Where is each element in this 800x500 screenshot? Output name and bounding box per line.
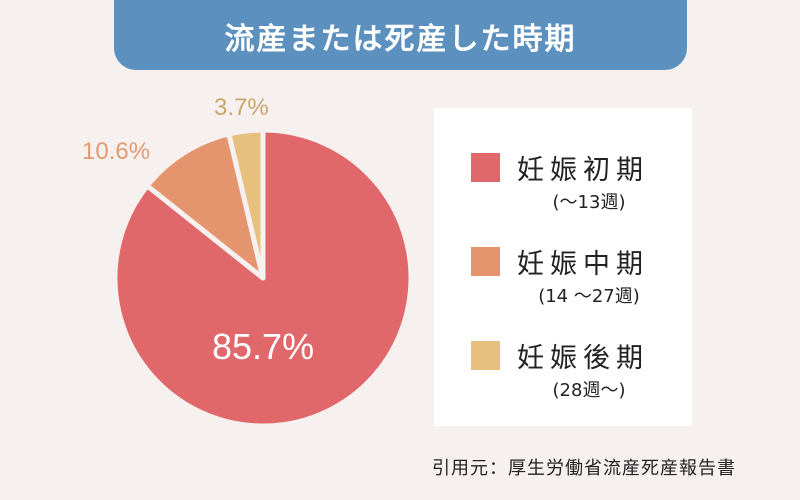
legend-range: (〜13週) <box>552 192 626 213</box>
legend-item-late: 妊娠後期 (28週〜) <box>434 336 692 430</box>
pie-slice-late <box>226 127 266 281</box>
data-label-mid: 10.6% <box>82 138 151 165</box>
pie-slice-mid <box>144 131 266 281</box>
legend-label: 妊娠後期 <box>517 343 649 374</box>
legend-label: 妊娠初期 <box>517 155 649 186</box>
legend-item-early: 妊娠初期 (〜13週) <box>434 148 692 242</box>
source-citation: 引用元：厚生労働省流産死産報告書 <box>432 458 736 479</box>
pie-svg <box>115 127 411 426</box>
legend-swatch-late <box>471 341 500 370</box>
title-banner: 流産または死産した時期 <box>114 0 687 70</box>
data-label-late: 3.7% <box>214 94 269 121</box>
legend-label: 妊娠中期 <box>517 249 649 280</box>
legend-item-mid: 妊娠中期 (14 〜27週) <box>434 242 692 336</box>
legend-range: (14 〜27週) <box>538 286 640 307</box>
legend: 妊娠初期 (〜13週) 妊娠中期 (14 〜27週) 妊娠後期 (28週〜) <box>434 108 692 426</box>
chart-title: 流産または死産した時期 <box>224 22 577 57</box>
legend-range: (28週〜) <box>552 380 626 401</box>
pie-chart: 85.7% 10.6% 3.7% <box>82 94 411 426</box>
data-label-early: 85.7% <box>212 326 315 367</box>
legend-swatch-early <box>471 153 500 182</box>
legend-swatch-mid <box>471 247 500 276</box>
